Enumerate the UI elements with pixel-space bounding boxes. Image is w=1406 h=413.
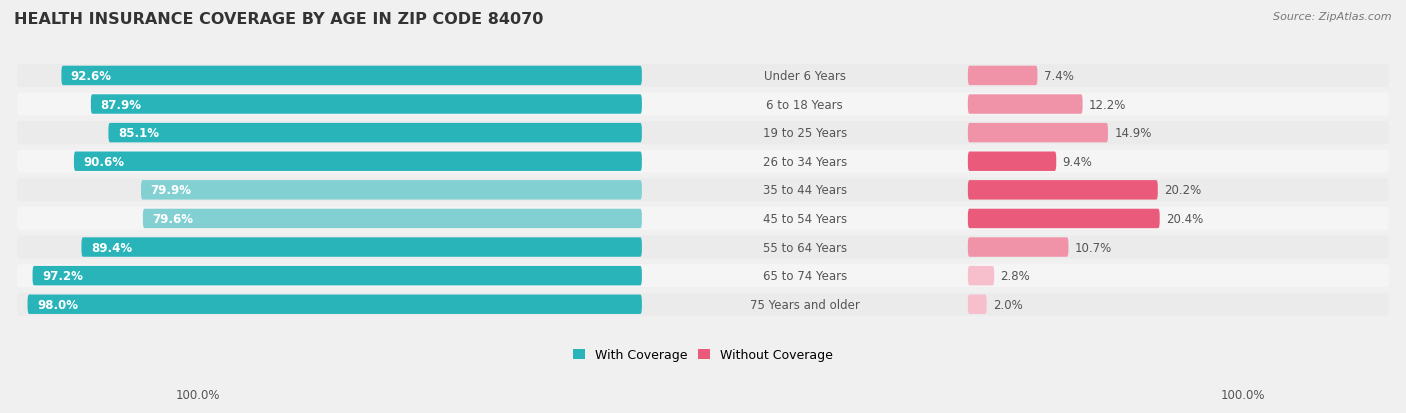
Text: 45 to 54 Years: 45 to 54 Years xyxy=(763,212,846,225)
Text: 14.9%: 14.9% xyxy=(1114,127,1152,140)
Text: Source: ZipAtlas.com: Source: ZipAtlas.com xyxy=(1274,12,1392,22)
FancyBboxPatch shape xyxy=(75,152,643,171)
Text: HEALTH INSURANCE COVERAGE BY AGE IN ZIP CODE 84070: HEALTH INSURANCE COVERAGE BY AGE IN ZIP … xyxy=(14,12,544,27)
Text: 10.7%: 10.7% xyxy=(1074,241,1112,254)
FancyBboxPatch shape xyxy=(967,66,1038,86)
FancyBboxPatch shape xyxy=(967,123,1108,143)
FancyBboxPatch shape xyxy=(17,179,1389,202)
FancyBboxPatch shape xyxy=(967,152,1056,171)
Text: 100.0%: 100.0% xyxy=(1220,388,1265,401)
FancyBboxPatch shape xyxy=(967,266,994,286)
FancyBboxPatch shape xyxy=(108,123,643,143)
FancyBboxPatch shape xyxy=(967,295,987,314)
Text: 98.0%: 98.0% xyxy=(37,298,77,311)
Text: 35 to 44 Years: 35 to 44 Years xyxy=(763,184,846,197)
Text: 75 Years and older: 75 Years and older xyxy=(749,298,860,311)
Text: 20.2%: 20.2% xyxy=(1164,184,1201,197)
Text: 26 to 34 Years: 26 to 34 Years xyxy=(762,155,846,169)
FancyBboxPatch shape xyxy=(17,236,1389,259)
FancyBboxPatch shape xyxy=(28,295,643,314)
Text: 19 to 25 Years: 19 to 25 Years xyxy=(762,127,846,140)
FancyBboxPatch shape xyxy=(17,207,1389,230)
Text: 97.2%: 97.2% xyxy=(42,270,83,282)
Text: 65 to 74 Years: 65 to 74 Years xyxy=(762,270,846,282)
Text: 85.1%: 85.1% xyxy=(118,127,159,140)
Text: 87.9%: 87.9% xyxy=(100,98,141,111)
FancyBboxPatch shape xyxy=(967,180,1157,200)
Text: 55 to 64 Years: 55 to 64 Years xyxy=(763,241,846,254)
Legend: With Coverage, Without Coverage: With Coverage, Without Coverage xyxy=(572,348,834,361)
Text: 92.6%: 92.6% xyxy=(70,70,112,83)
Text: 90.6%: 90.6% xyxy=(83,155,124,169)
Text: 89.4%: 89.4% xyxy=(91,241,132,254)
Text: 2.0%: 2.0% xyxy=(993,298,1022,311)
FancyBboxPatch shape xyxy=(91,95,643,114)
FancyBboxPatch shape xyxy=(17,265,1389,287)
FancyBboxPatch shape xyxy=(32,266,643,286)
FancyBboxPatch shape xyxy=(967,238,1069,257)
FancyBboxPatch shape xyxy=(17,93,1389,116)
Text: 20.4%: 20.4% xyxy=(1166,212,1204,225)
FancyBboxPatch shape xyxy=(17,293,1389,316)
FancyBboxPatch shape xyxy=(143,209,643,229)
FancyBboxPatch shape xyxy=(17,150,1389,173)
Text: 100.0%: 100.0% xyxy=(176,388,221,401)
Text: 12.2%: 12.2% xyxy=(1088,98,1126,111)
Text: 2.8%: 2.8% xyxy=(1001,270,1031,282)
FancyBboxPatch shape xyxy=(967,209,1160,229)
FancyBboxPatch shape xyxy=(17,122,1389,145)
Text: 79.6%: 79.6% xyxy=(152,212,193,225)
Text: 6 to 18 Years: 6 to 18 Years xyxy=(766,98,844,111)
FancyBboxPatch shape xyxy=(82,238,643,257)
Text: 79.9%: 79.9% xyxy=(150,184,191,197)
FancyBboxPatch shape xyxy=(141,180,643,200)
Text: Under 6 Years: Under 6 Years xyxy=(763,70,846,83)
Text: 7.4%: 7.4% xyxy=(1043,70,1074,83)
FancyBboxPatch shape xyxy=(17,65,1389,88)
FancyBboxPatch shape xyxy=(967,95,1083,114)
Text: 9.4%: 9.4% xyxy=(1063,155,1092,169)
FancyBboxPatch shape xyxy=(62,66,643,86)
